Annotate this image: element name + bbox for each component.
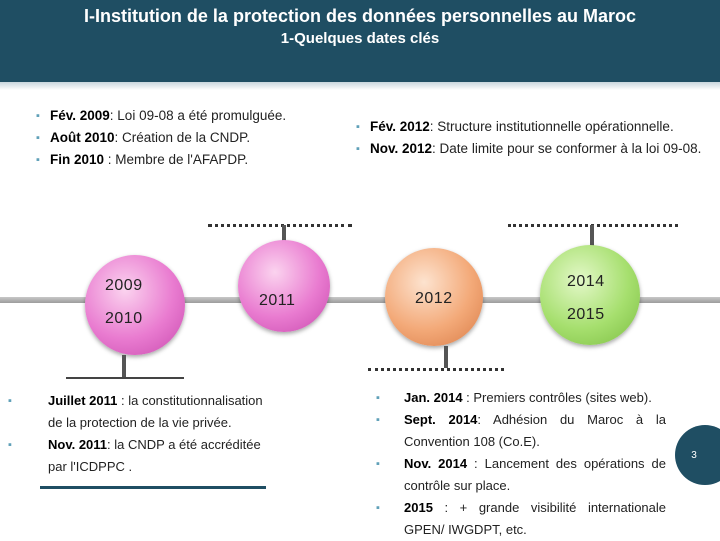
list-item: 2015 : + grande visibilité international… [376,497,666,541]
connector-dotted-top-left [208,224,352,227]
year-label-2011: 2011 [259,292,296,309]
list-item: Fév. 2009: Loi 09-08 a été promulguée. [36,105,286,127]
list-item: Nov. 2012: Date limite pour se conformer… [356,138,701,160]
timeline-bar [0,297,720,303]
events-list-top-right: Fév. 2012: Structure institutionnelle op… [356,116,701,160]
year-circle-2009-2010 [85,255,185,355]
header-shadow [0,82,720,90]
list-item: Nov. 2014 : Lancement des opérations de … [376,453,666,497]
year-label-2012: 2012 [415,290,453,307]
list-item: Août 2010: Création de la CNDP. [36,127,286,149]
year-label-2015: 2015 [567,306,605,323]
page-title: I-Institution de la protection des donné… [83,6,637,26]
year-circle-2012 [385,248,483,346]
year-circle-2014-2015 [540,245,640,345]
events-list-bottom-left: Juillet 2011 : la constitutionnalisation… [8,390,280,478]
connector-dotted-bottom-right [368,368,504,371]
year-label-2010: 2010 [105,310,143,327]
list-item: Nov. 2011: la CNDP a été accréditée par … [8,434,280,478]
page-number-badge: 3 [675,425,720,485]
year-label-2014: 2014 [567,273,605,290]
list-item: Juillet 2011 : la constitutionnalisation… [8,390,280,434]
list-item: Fin 2010 : Membre de l'AFAPDP. [36,149,286,171]
connector-stem [444,346,448,368]
list-item: Jan. 2014 : Premiers contrôles (sites we… [376,387,666,409]
connector-stem [590,225,594,247]
events-list-top-left: Fév. 2009: Loi 09-08 a été promulguée. A… [36,105,286,171]
page-subtitle: 1-Quelques dates clés [280,30,440,47]
connector-stem [282,225,286,247]
list-item: Sept. 2014: Adhésion du Maroc à la Conve… [376,409,666,453]
year-circle-2011 [238,240,330,332]
connector-stem [122,355,126,377]
list-item: Fév. 2012: Structure institutionnelle op… [356,116,701,138]
events-list-bottom-right: Jan. 2014 : Premiers contrôles (sites we… [376,387,666,541]
connector-line-bottom-left [66,377,184,379]
bottom-left-underline [40,486,266,489]
page-number: 3 [691,449,697,461]
header-banner: I-Institution de la protection des donné… [0,0,720,82]
year-label-2009: 2009 [105,277,143,294]
